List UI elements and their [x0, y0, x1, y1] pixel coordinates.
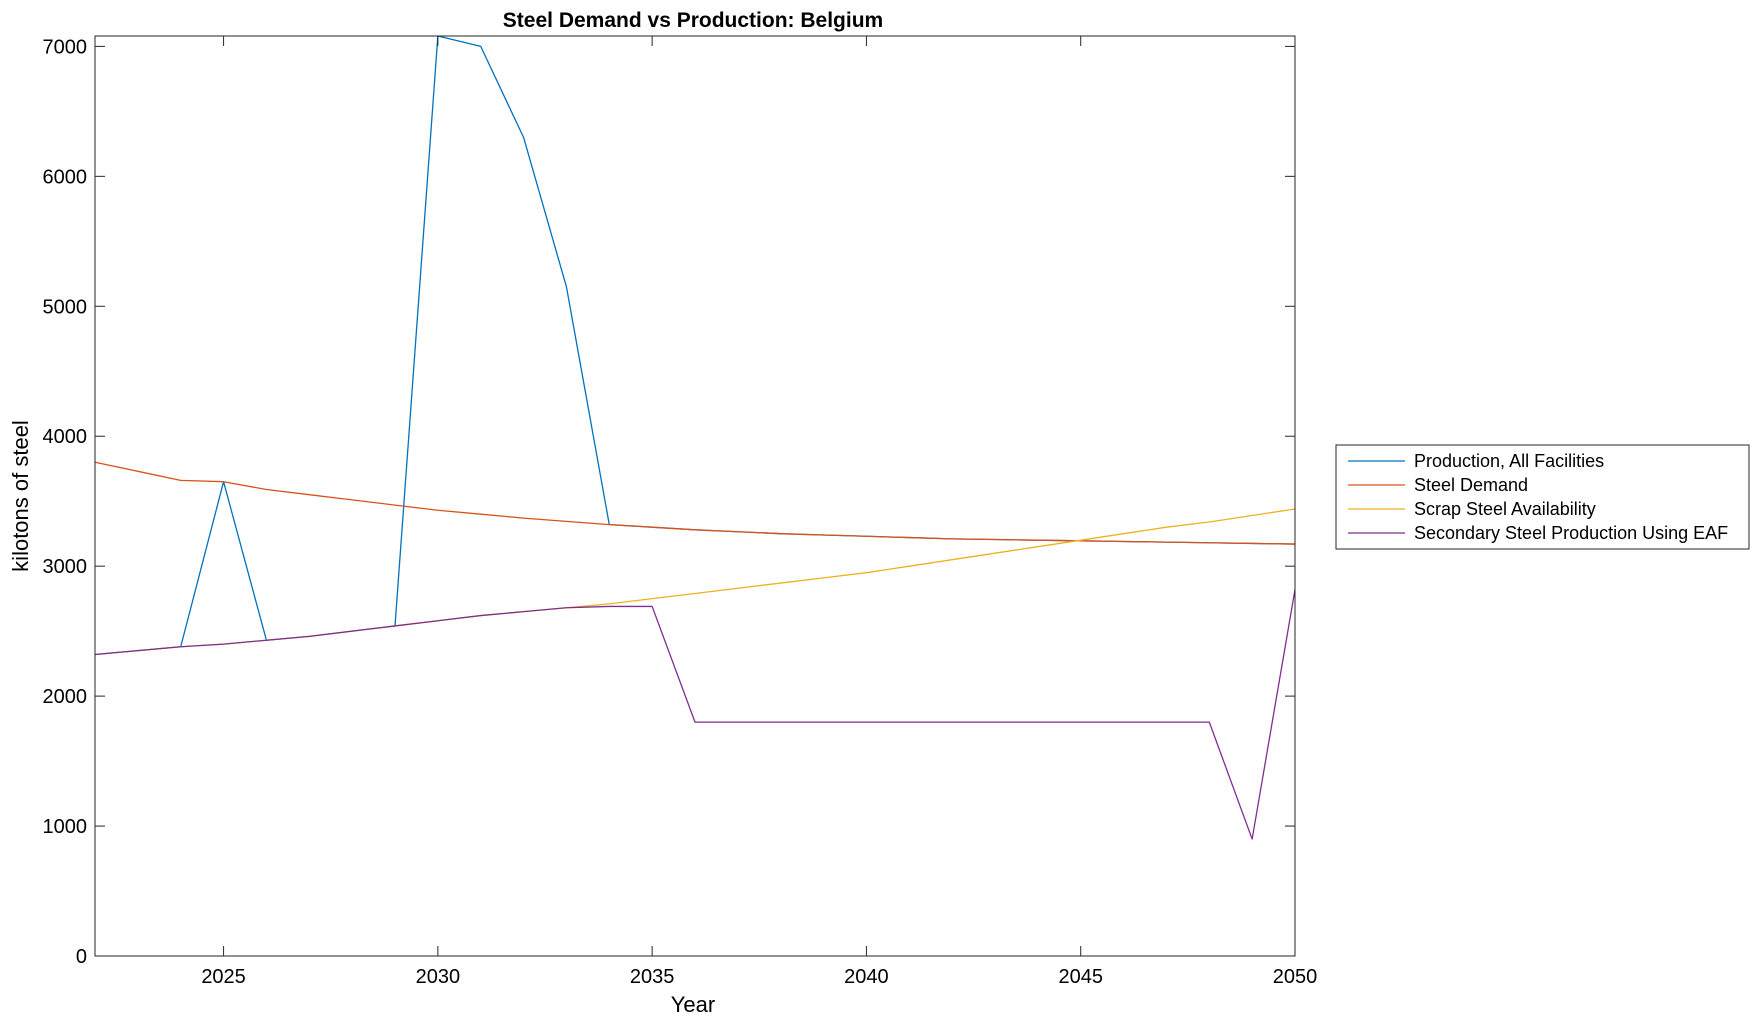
legend: Production, All Facilities Steel Demand Sc…	[1335, 444, 1750, 550]
series-line-1	[94, 461, 1296, 545]
y-tick-label: 7000	[43, 36, 88, 58]
x-tick-label: 2035	[630, 966, 675, 988]
y-tick-label: 0	[76, 946, 87, 968]
x-axis: 2025 2030 2035 2040 2045 2050	[201, 36, 1317, 988]
series-line-3	[94, 589, 1296, 840]
series-layer	[94, 35, 1296, 840]
y-axis: 0 1000 2000 3000 4000 5000 6000 7000	[43, 36, 1295, 968]
plot-frame	[94, 35, 1296, 957]
plot-area	[95, 36, 1295, 956]
x-tick-label: 2045	[1058, 966, 1103, 988]
x-tick-label: 2025	[201, 966, 246, 988]
x-tick-label: 2030	[416, 966, 461, 988]
y-tick-label: 1000	[43, 816, 88, 838]
x-axis-title: Year	[671, 992, 715, 1017]
legend-label-2: Scrap Steel Availability	[1414, 499, 1596, 519]
legend-label-3: Secondary Steel Production Using EAF	[1414, 523, 1728, 543]
x-tick-label: 2040	[844, 966, 889, 988]
chart-title: Steel Demand vs Production: Belgium	[503, 9, 883, 32]
legend-label-1: Steel Demand	[1414, 475, 1528, 495]
y-tick-label: 6000	[43, 166, 88, 188]
y-tick-label: 2000	[43, 686, 88, 708]
legend-box	[1335, 444, 1750, 550]
x-tick-label: 2050	[1273, 966, 1318, 988]
y-tick-label: 3000	[43, 556, 88, 578]
legend-label-0: Production, All Facilities	[1414, 451, 1604, 471]
y-tick-label: 4000	[43, 426, 88, 448]
y-axis-title: kilotons of steel	[8, 420, 33, 572]
y-tick-label: 5000	[43, 296, 88, 318]
